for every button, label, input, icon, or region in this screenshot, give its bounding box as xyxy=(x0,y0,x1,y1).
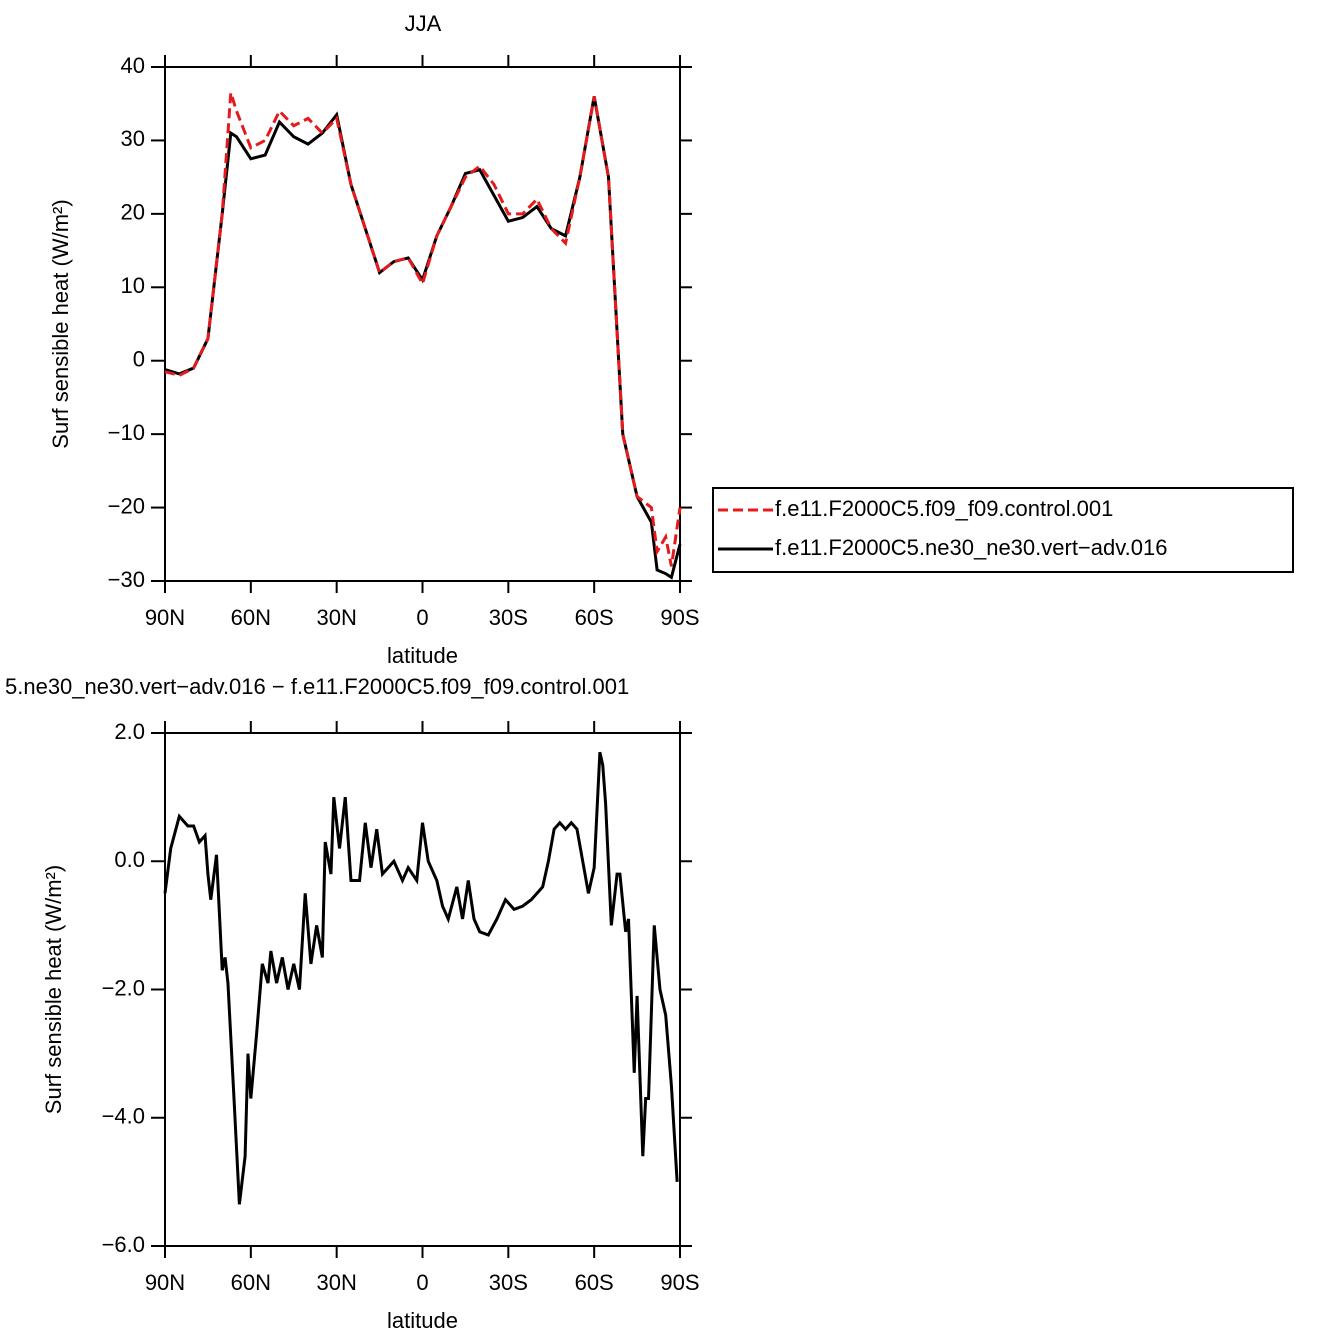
x-axis-label: latitude xyxy=(387,643,458,668)
y-tick-label: 40 xyxy=(121,53,145,78)
x-tick-label: 60N xyxy=(231,1270,271,1295)
y-tick-label: 0.0 xyxy=(114,847,145,872)
y-tick-label: 30 xyxy=(121,126,145,151)
y-tick-label: −10 xyxy=(108,420,145,445)
data-line xyxy=(164,92,682,567)
y-tick-label: 0 xyxy=(133,347,145,372)
x-tick-label: 90N xyxy=(145,1270,185,1295)
data-line xyxy=(164,96,682,580)
x-tick-label: 90S xyxy=(660,1270,699,1295)
y-tick-label: 2.0 xyxy=(114,719,145,744)
y-tick-label: 10 xyxy=(121,273,145,298)
x-tick-label: 60S xyxy=(575,605,614,630)
y-tick-label: −30 xyxy=(108,567,145,592)
x-tick-label: 30S xyxy=(489,1270,528,1295)
x-tick-label: 30N xyxy=(316,605,356,630)
x-tick-label: 90S xyxy=(660,605,699,630)
x-tick-label: 30S xyxy=(489,605,528,630)
x-tick-label: 90N xyxy=(145,605,185,630)
y-axis-label: Surf sensible heat (W/m²) xyxy=(41,865,66,1114)
x-axis-label: latitude xyxy=(387,1308,458,1333)
x-tick-label: 60S xyxy=(575,1270,614,1295)
x-tick-label: 30N xyxy=(316,1270,356,1295)
legend-label: f.e11.F2000C5.f09_f09.control.001 xyxy=(775,496,1113,521)
legend-box xyxy=(712,487,1294,573)
y-tick-label: −2.0 xyxy=(102,975,145,1000)
legend-label: f.e11.F2000C5.ne30_ne30.vert−adv.016 xyxy=(775,535,1167,560)
y-tick-label: −6.0 xyxy=(102,1232,145,1257)
y-tick-label: −20 xyxy=(108,493,145,518)
x-tick-label: 0 xyxy=(416,1270,428,1295)
y-tick-label: 20 xyxy=(121,200,145,225)
y-axis-label: Surf sensible heat (W/m²) xyxy=(48,199,73,448)
y-tick-label: −4.0 xyxy=(102,1104,145,1129)
x-tick-label: 60N xyxy=(231,605,271,630)
chart-title: JJA xyxy=(405,11,442,36)
chart-title: 5.ne30_ne30.vert−adv.016 − f.e11.F2000C5… xyxy=(5,674,629,699)
data-line xyxy=(163,751,679,1205)
x-tick-label: 0 xyxy=(416,605,428,630)
